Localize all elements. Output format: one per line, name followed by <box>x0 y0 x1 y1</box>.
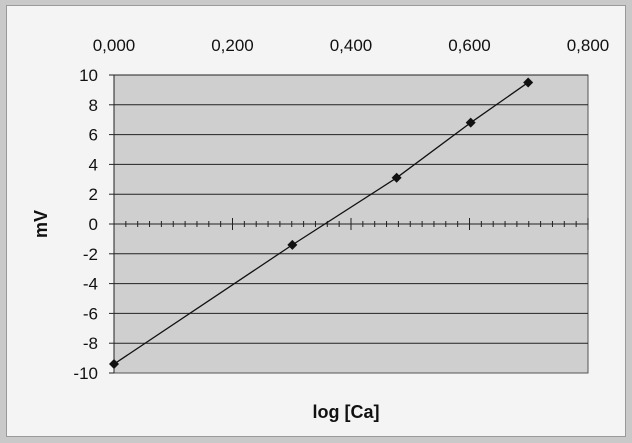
data-point-4 <box>523 77 534 88</box>
data-point-0 <box>109 359 119 370</box>
y-axis: 10 8 6 4 2 0 -2 -4 -6 -8 -10 <box>73 66 115 383</box>
y-axis-title: mV <box>31 210 51 238</box>
y-tick-label-6: -2 <box>83 245 98 264</box>
y-tick-label-4: 2 <box>89 185 98 204</box>
data-point-3 <box>465 117 476 128</box>
y-tick-label-0: 10 <box>79 66 98 85</box>
x-axis-title: log [Ca] <box>313 402 380 422</box>
series <box>109 77 534 370</box>
x-tick-label-2: 0,400 <box>330 36 373 55</box>
data-point-2 <box>391 172 402 183</box>
x-tick-label-3: 0,600 <box>448 36 491 55</box>
x-tick-label-4: 0,800 <box>567 36 610 55</box>
y-tick-label-3: 4 <box>89 155 98 174</box>
y-tick-label-10: -10 <box>73 364 98 383</box>
x-tick-label-0: 0,000 <box>93 36 136 55</box>
y-tick-label-5: 0 <box>89 215 98 234</box>
y-tick-label-9: -8 <box>83 334 98 353</box>
data-point-1 <box>287 239 298 250</box>
x-tick-label-1: 0,200 <box>211 36 254 55</box>
y-tick-label-8: -6 <box>83 304 98 323</box>
y-tick-label-2: 6 <box>89 126 98 145</box>
x-axis: 0,000 0,200 0,400 0,600 0,800 <box>93 36 610 230</box>
y-tick-label-1: 8 <box>89 96 98 115</box>
y-tick-label-7: -4 <box>83 275 98 294</box>
